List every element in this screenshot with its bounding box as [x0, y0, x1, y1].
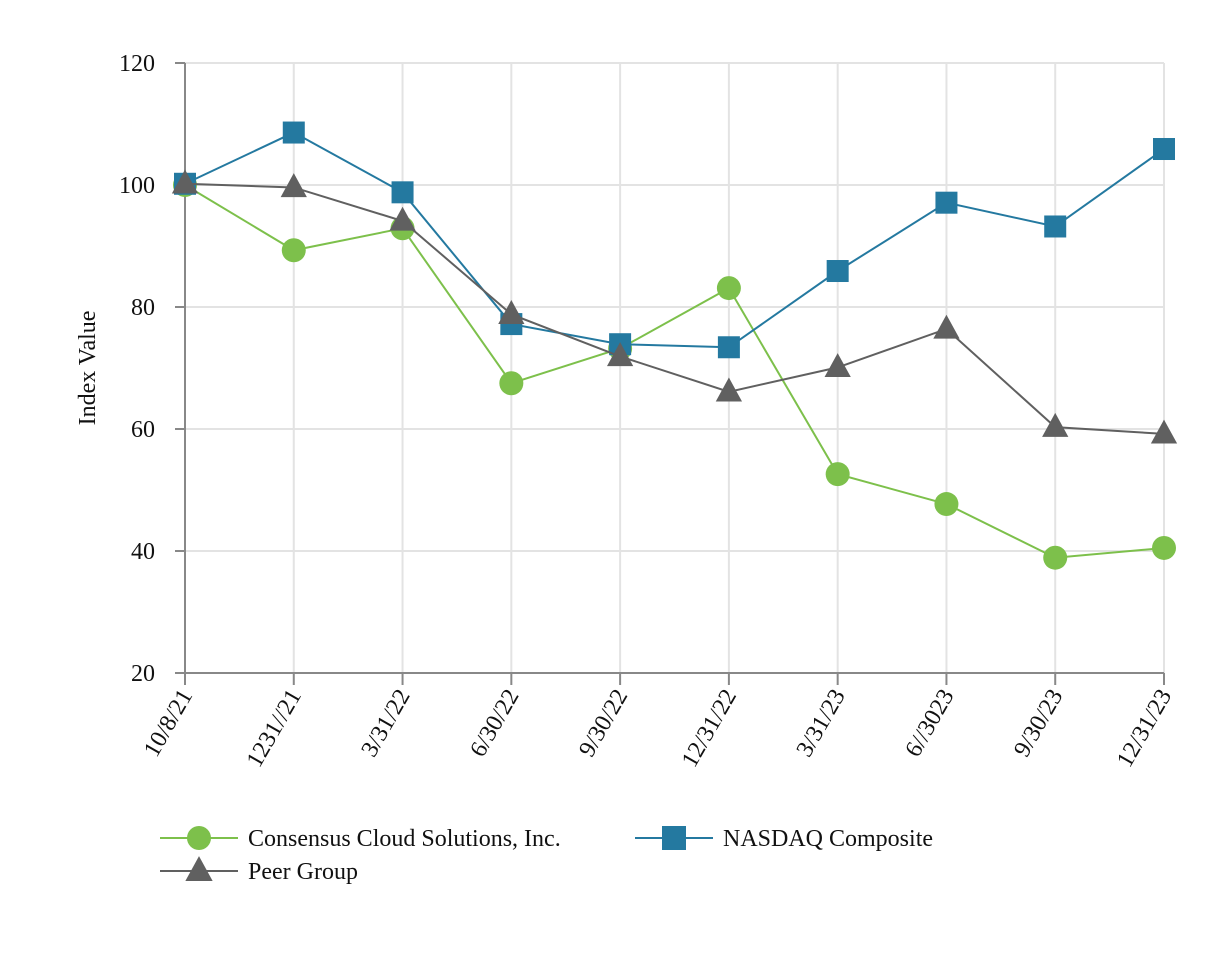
grid-lines [185, 62, 1165, 673]
data-point-square [1044, 215, 1067, 238]
legend-item: Peer Group [160, 856, 358, 885]
series-line [184, 131, 1165, 349]
series-line [184, 184, 1165, 559]
y-tick-label: 20 [131, 661, 155, 687]
data-point-square [826, 260, 849, 283]
data-point-circle [499, 371, 524, 396]
x-tick-label: 6//3023 [900, 685, 959, 762]
y-tick-label: 80 [131, 295, 155, 321]
data-point-square [717, 336, 740, 359]
legend-label: Consensus Cloud Solutions, Inc. [248, 826, 561, 852]
legend: Consensus Cloud Solutions, Inc. NASDAQ Co… [160, 826, 933, 885]
x-tick-label: 1231//21 [242, 685, 307, 772]
legend-marker-triangle [185, 856, 213, 882]
data-point-circle [281, 238, 306, 263]
data-point-triangle [1042, 412, 1069, 437]
legend-marker-square [662, 826, 686, 850]
data-point-triangle [824, 353, 851, 378]
data-point-circle [1043, 545, 1068, 570]
data-point-circle [825, 462, 850, 487]
x-tick-label: 12/31/22 [677, 685, 742, 772]
y-axis-title: Index Value [75, 311, 101, 426]
x-tick-label: 10/8/21 [139, 685, 198, 762]
legend-item: Consensus Cloud Solutions, Inc. [160, 826, 561, 852]
data-point-circle [716, 276, 741, 301]
axes [175, 62, 1165, 685]
data-point-triangle [498, 300, 525, 324]
data-point-square [282, 121, 305, 144]
x-tick-label: 3/31/22 [357, 685, 416, 762]
x-tick-label: 9/30/22 [574, 685, 633, 762]
data-point-square [1153, 138, 1175, 161]
series-peer-group [171, 169, 1178, 444]
y-tick-label: 120 [119, 51, 155, 77]
data-point-triangle [280, 173, 307, 198]
y-tick-label: 60 [131, 417, 155, 443]
series-nasdaq-composite [174, 121, 1175, 359]
legend-label: NASDAQ Composite [723, 826, 933, 852]
y-tick-labels: 20 40 60 80 100 120 [119, 51, 155, 687]
x-tick-label: 6/30/22 [465, 685, 524, 762]
data-point-circle [934, 492, 959, 517]
data-point-square [391, 181, 414, 204]
x-tick-label: 9/30/23 [1009, 685, 1068, 762]
x-tick-label: 3/31/23 [792, 685, 851, 762]
legend-marker-circle [187, 826, 211, 850]
legend-label: Peer Group [248, 859, 358, 885]
series-consensus-cloud-solutions-inc [173, 173, 1176, 570]
series-line [184, 182, 1165, 435]
data-point-triangle [171, 169, 199, 194]
data-point-triangle [389, 206, 416, 231]
series-lines [171, 121, 1178, 570]
y-tick-label: 100 [119, 173, 155, 199]
data-point-triangle [1150, 419, 1178, 444]
x-tick-labels: 10/8/21 1231//21 3/31/22 6/30/22 9/30/22 12/3… [139, 685, 1177, 772]
data-point-triangle [933, 314, 960, 339]
data-point-triangle [606, 342, 634, 367]
data-point-circle [1152, 535, 1176, 560]
y-tick-label: 40 [131, 539, 155, 565]
data-point-triangle [715, 377, 743, 402]
data-point-square [935, 191, 958, 214]
x-tick-label: 12/31/23 [1112, 685, 1177, 772]
legend-item: NASDAQ Composite [635, 826, 933, 852]
